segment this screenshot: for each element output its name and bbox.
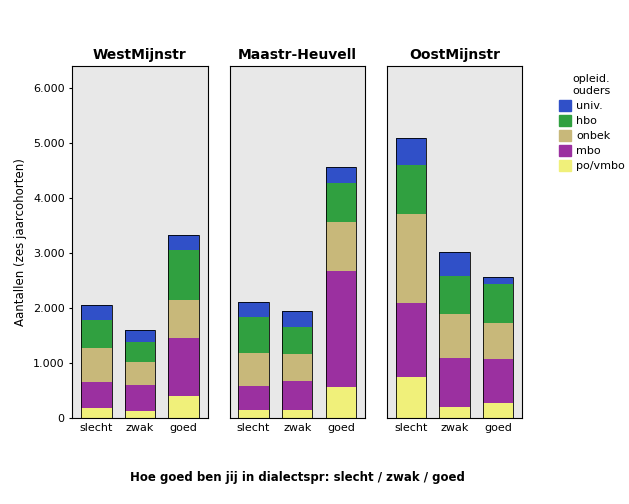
Bar [238,302,269,318]
Bar [439,253,470,418]
Bar [238,318,269,353]
Text: Hoe goed ben jij in dialectspr: slecht / zwak / goed: Hoe goed ben jij in dialectspr: slecht /… [130,471,465,484]
Bar [169,338,199,396]
Bar [483,323,513,359]
Bar [439,253,470,276]
Bar [125,385,155,411]
Bar [396,302,426,377]
Title: OostMijnstr: OostMijnstr [409,47,500,61]
Bar [483,277,513,284]
Bar [169,250,199,300]
Bar [396,165,426,214]
Bar [483,284,513,323]
Bar [125,330,155,342]
Bar [238,353,269,387]
Bar [396,138,426,165]
Bar [439,276,470,313]
Bar [81,348,111,382]
Bar [169,235,199,250]
Bar [169,300,199,338]
Bar [439,358,470,407]
Bar [238,302,269,418]
Y-axis label: Aantallen (zes jaarcohorten): Aantallen (zes jaarcohorten) [14,158,28,326]
Bar [439,407,470,418]
Bar [396,138,426,418]
Bar [282,381,313,410]
Bar [238,387,269,410]
Bar [326,183,356,222]
Bar [282,327,313,354]
Bar [326,387,356,418]
Legend: univ., hbo, onbek, mbo, po/vmbo: univ., hbo, onbek, mbo, po/vmbo [556,71,628,174]
Bar [81,408,111,418]
Bar [396,377,426,418]
Bar [282,410,313,418]
Bar [81,305,111,418]
Bar [81,305,111,320]
Bar [483,277,513,418]
Bar [169,235,199,418]
Bar [326,271,356,387]
Bar [326,167,356,183]
Bar [282,311,313,418]
Title: Maastr-Heuvell: Maastr-Heuvell [238,47,357,61]
Bar [326,167,356,418]
Bar [439,313,470,358]
Bar [125,330,155,418]
Bar [282,311,313,327]
Bar [396,214,426,302]
Bar [483,403,513,418]
Bar [326,222,356,271]
Bar [483,359,513,403]
Bar [238,410,269,418]
Bar [282,354,313,381]
Bar [169,396,199,418]
Bar [81,382,111,408]
Bar [125,411,155,418]
Bar [125,342,155,361]
Bar [81,320,111,348]
Bar [125,361,155,385]
Title: WestMijnstr: WestMijnstr [93,47,187,61]
